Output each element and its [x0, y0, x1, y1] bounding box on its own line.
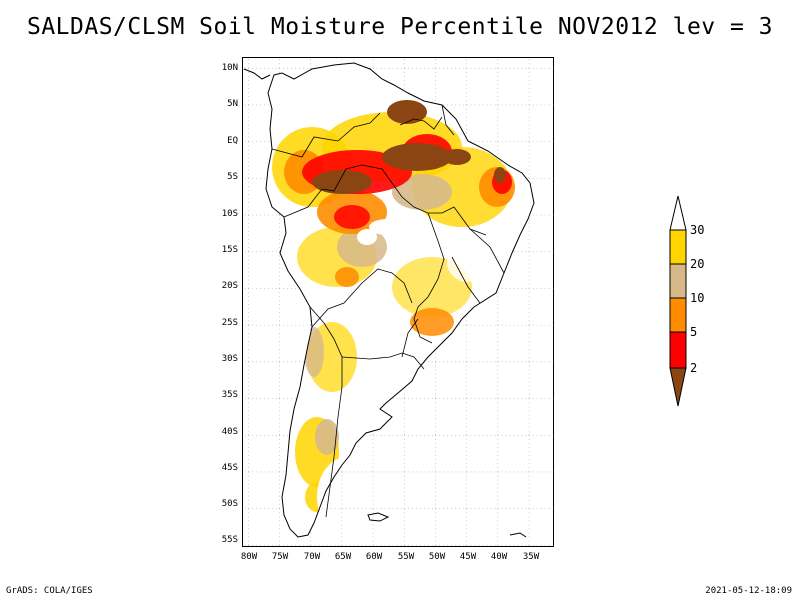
colorbar-label: 20 — [690, 257, 705, 271]
lat-label: 20S — [221, 281, 238, 291]
lat-label: 10S — [221, 209, 238, 219]
lat-label: 15S — [221, 245, 238, 255]
colorbar-label: 30 — [690, 223, 705, 237]
lat-label: 30S — [221, 354, 238, 364]
lon-label: 80W — [240, 552, 258, 562]
lon-label: 60W — [365, 552, 383, 562]
colorbar-label: 10 — [690, 291, 705, 305]
lon-label: 75W — [271, 552, 289, 562]
falkland-islands — [367, 512, 390, 522]
lat-label: 40S — [221, 427, 238, 437]
lat-label: 55S — [221, 535, 238, 545]
south-georgia — [509, 532, 527, 538]
lon-label: 70W — [303, 552, 321, 562]
footer-credit: GrADS: COLA/IGES — [6, 586, 93, 596]
south-america-map — [242, 57, 554, 547]
lat-label: 5N — [227, 99, 238, 109]
lon-label: 55W — [397, 552, 415, 562]
colorbar-label: 2 — [690, 361, 698, 375]
colorbar-below-2 — [669, 367, 687, 407]
colorbar-20-30 — [669, 229, 687, 265]
colorbar-2-5 — [669, 331, 687, 369]
lat-label: 5S — [227, 172, 238, 182]
map-title: SALDAS/CLSM Soil Moisture Percentile NOV… — [26, 14, 774, 40]
lat-label: 10N — [221, 63, 238, 73]
lat-label: 35S — [221, 390, 238, 400]
colorbar-above-30 — [669, 195, 687, 231]
lon-label: 45W — [459, 552, 477, 562]
lat-label: EQ — [227, 136, 238, 146]
colorbar — [669, 195, 687, 407]
lon-label: 50W — [428, 552, 446, 562]
lon-label: 65W — [334, 552, 352, 562]
percentile-shading — [272, 100, 515, 537]
lat-label: 50S — [221, 499, 238, 509]
lon-label: 40W — [490, 552, 508, 562]
colorbar-5-10 — [669, 297, 687, 333]
lat-label: 25S — [221, 318, 238, 328]
colorbar-10-20 — [669, 263, 687, 299]
footer-timestamp: 2021-05-12-18:09 — [705, 586, 792, 596]
lat-label: 45S — [221, 463, 238, 473]
lon-label: 35W — [522, 552, 540, 562]
colorbar-label: 5 — [690, 325, 698, 339]
map-frame — [242, 57, 554, 547]
country-borders — [271, 104, 505, 518]
central-america — [243, 68, 271, 80]
